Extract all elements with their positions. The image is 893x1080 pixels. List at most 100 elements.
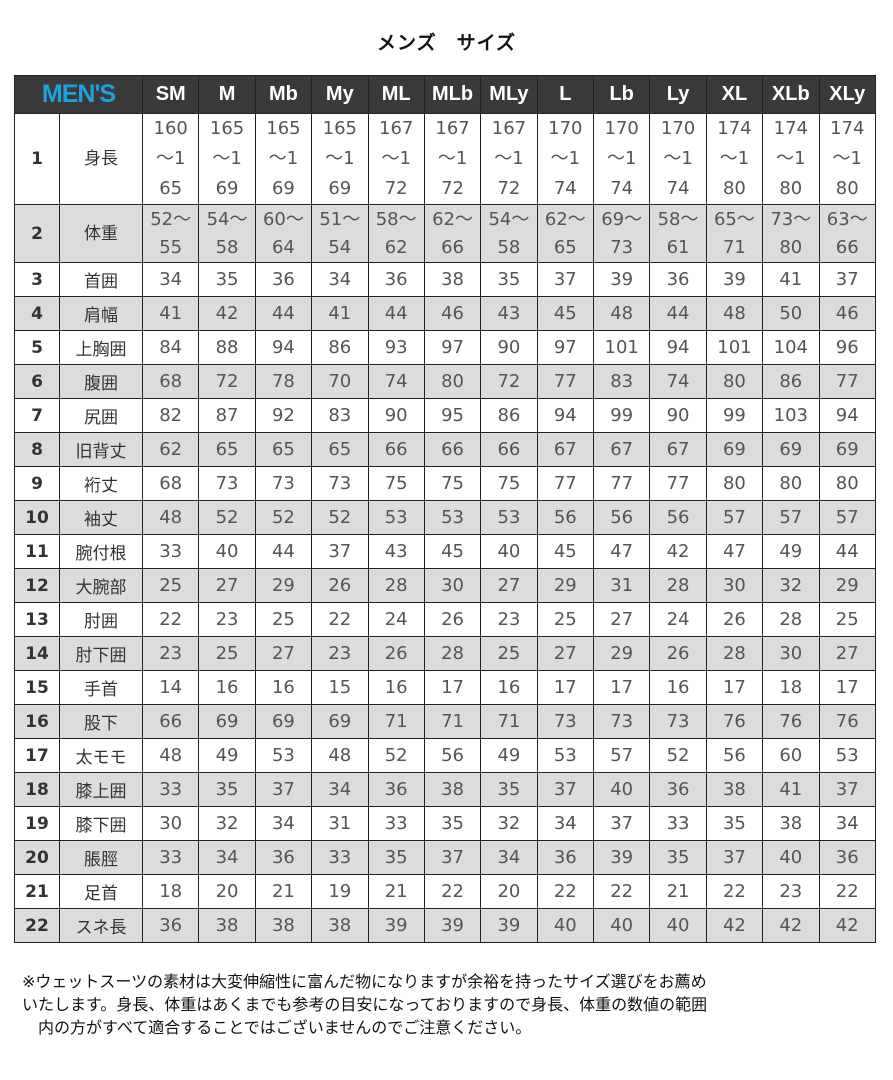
- size-value-cell: 37: [311, 534, 369, 569]
- size-value-cell: 46: [423, 296, 482, 331]
- measurement-label: 足首: [59, 874, 143, 909]
- size-range-value: 62～66: [432, 208, 474, 258]
- size-value-cell: 39: [592, 840, 651, 875]
- size-value-cell: 69: [762, 432, 820, 467]
- size-value-cell: 49: [762, 534, 820, 569]
- size-value-cell: 65: [254, 432, 313, 467]
- size-value-cell: 45: [536, 534, 595, 569]
- size-value-cell: 60: [762, 738, 820, 773]
- size-value-cell: 51～54: [311, 204, 369, 263]
- size-value-cell: 39: [423, 908, 482, 943]
- row-number: 16: [14, 704, 60, 739]
- size-value-cell: 73～80: [762, 204, 820, 263]
- row-number: 22: [14, 908, 60, 943]
- size-value-cell: 34: [311, 772, 369, 807]
- size-value-cell: 84: [141, 330, 200, 365]
- size-value-cell: 75: [423, 466, 482, 501]
- size-value-cell: 97: [423, 330, 482, 365]
- size-range-value: 65～71: [713, 208, 755, 258]
- size-value-cell: 97: [536, 330, 595, 365]
- table-row: 16 股下 66 69 69 69 71 71 71 73 73 73 76 76 76: [14, 704, 876, 739]
- size-value-cell: 42: [649, 534, 707, 569]
- size-value-cell: 73: [254, 466, 313, 501]
- size-value-cell: 43: [367, 534, 425, 569]
- size-header-mb: Mb: [254, 75, 313, 114]
- size-value-cell: 44: [649, 296, 707, 331]
- size-value-cell: 69: [254, 704, 313, 739]
- size-value-cell: 38: [762, 806, 820, 841]
- measurement-label: 体重: [59, 204, 143, 263]
- size-value-cell: 34: [311, 262, 369, 297]
- size-value-cell: 165～169: [254, 113, 313, 205]
- size-value-cell: 27: [818, 636, 876, 671]
- size-value-cell: 48: [592, 296, 651, 331]
- size-value-cell: 77: [649, 466, 707, 501]
- size-value-cell: 21: [367, 874, 425, 909]
- size-value-cell: 40: [198, 534, 256, 569]
- size-range-value: 62～65: [544, 208, 586, 258]
- size-value-cell: 26: [649, 636, 707, 671]
- page-title: メンズ サイズ: [376, 32, 517, 54]
- size-value-cell: 46: [818, 296, 876, 331]
- size-range-value: 170～174: [660, 118, 696, 199]
- size-range-value: 170～174: [548, 118, 583, 199]
- size-value-cell: 28: [423, 636, 482, 671]
- size-value-cell: 36: [536, 840, 595, 875]
- size-value-cell: 87: [198, 398, 256, 433]
- size-value-cell: 44: [254, 296, 313, 331]
- size-value-cell: 60～64: [254, 204, 313, 263]
- size-value-cell: 48: [311, 738, 369, 773]
- table-row: 7 尻囲 82 87 92 83 90 95 86 94 99 90 99 103 94: [14, 398, 876, 433]
- size-value-cell: 77: [592, 466, 651, 501]
- size-value-cell: 30: [423, 568, 482, 603]
- size-value-cell: 28: [762, 602, 820, 637]
- size-value-cell: 37: [818, 262, 876, 297]
- size-value-cell: 52: [367, 738, 425, 773]
- size-header-l: L: [536, 75, 595, 114]
- size-value-cell: 71: [423, 704, 482, 739]
- table-row: 10 袖丈 48 52 52 52 53 53 53 56 56 56 57 57 57: [14, 500, 876, 535]
- size-value-cell: 33: [649, 806, 707, 841]
- size-value-cell: 30: [705, 568, 764, 603]
- size-value-cell: 34: [198, 840, 256, 875]
- size-range-value: 167～172: [491, 118, 527, 199]
- table-row: 21 足首 18 20 21 19 21 22 20 22 22 21 22 23 22: [14, 874, 876, 909]
- table-row: 1 身長 160～165 165～169 165～169 165～169 167～172 16…: [14, 113, 876, 205]
- size-value-cell: 74: [649, 364, 707, 399]
- size-value-cell: 165～169: [198, 113, 256, 205]
- size-value-cell: 53: [536, 738, 595, 773]
- size-value-cell: 103: [762, 398, 820, 433]
- size-value-cell: 75: [480, 466, 538, 501]
- table-row: 20 脹脛 33 34 36 33 35 37 34 36 39 35 37 40 36: [14, 840, 876, 875]
- size-value-cell: 33: [141, 840, 200, 875]
- size-value-cell: 26: [367, 636, 425, 671]
- size-value-cell: 16: [254, 670, 313, 705]
- size-value-cell: 17: [592, 670, 651, 705]
- size-value-cell: 35: [480, 772, 538, 807]
- size-value-cell: 47: [592, 534, 651, 569]
- size-value-cell: 86: [311, 330, 369, 365]
- size-value-cell: 26: [705, 602, 764, 637]
- measurement-label: 脹脛: [59, 840, 143, 875]
- measurement-label: 旧背丈: [59, 432, 143, 467]
- size-header-my: My: [311, 75, 369, 114]
- size-value-cell: 56: [536, 500, 595, 535]
- size-range-value: 69～73: [601, 208, 643, 258]
- size-value-cell: 77: [536, 364, 595, 399]
- size-value-cell: 94: [649, 330, 707, 365]
- size-value-cell: 17: [705, 670, 764, 705]
- size-value-cell: 39: [592, 262, 651, 297]
- size-value-cell: 23: [198, 602, 256, 637]
- size-value-cell: 53: [254, 738, 313, 773]
- size-value-cell: 66: [367, 432, 425, 467]
- size-value-cell: 56: [649, 500, 707, 535]
- size-value-cell: 53: [367, 500, 425, 535]
- size-value-cell: 58～61: [649, 204, 707, 263]
- size-value-cell: 29: [818, 568, 876, 603]
- size-header-ml: ML: [367, 75, 425, 114]
- size-value-cell: 57: [818, 500, 876, 535]
- size-value-cell: 174～180: [705, 113, 764, 205]
- size-value-cell: 65: [311, 432, 369, 467]
- table-row: 4 肩幅 41 42 44 41 44 46 43 45 48 44 48 50 46: [14, 296, 876, 331]
- size-value-cell: 76: [818, 704, 876, 739]
